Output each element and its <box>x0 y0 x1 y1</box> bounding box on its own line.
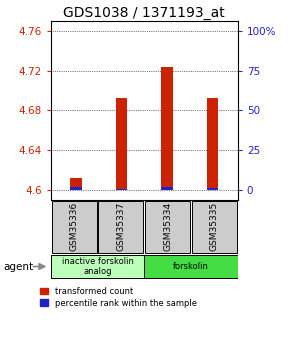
Bar <box>144 255 238 278</box>
Title: GDS1038 / 1371193_at: GDS1038 / 1371193_at <box>64 6 225 20</box>
Bar <box>98 201 143 253</box>
Bar <box>207 98 218 190</box>
Bar <box>70 178 81 190</box>
Legend: transformed count, percentile rank within the sample: transformed count, percentile rank withi… <box>40 287 197 307</box>
Bar <box>207 188 218 190</box>
Bar <box>192 201 237 253</box>
Bar <box>116 189 127 190</box>
Text: inactive forskolin
analog: inactive forskolin analog <box>61 257 133 276</box>
Text: GSM35336: GSM35336 <box>70 202 79 252</box>
Text: GSM35335: GSM35335 <box>210 202 219 252</box>
Bar <box>70 187 81 190</box>
Bar <box>161 67 173 190</box>
Bar <box>52 201 97 253</box>
Text: forskolin: forskolin <box>173 262 209 271</box>
Text: GSM35337: GSM35337 <box>116 202 125 252</box>
Text: GSM35334: GSM35334 <box>163 202 172 252</box>
Bar <box>145 201 190 253</box>
Text: agent: agent <box>3 262 33 272</box>
Bar <box>161 187 173 190</box>
Bar <box>116 98 127 190</box>
Bar <box>51 255 144 278</box>
